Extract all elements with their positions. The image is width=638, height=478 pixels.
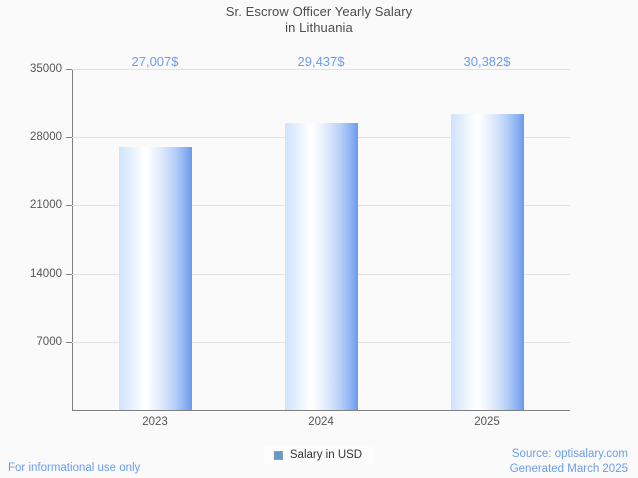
y-axis-tick <box>66 137 72 139</box>
x-axis-tick-label: 2025 <box>474 416 500 428</box>
y-axis-tick <box>66 69 72 70</box>
y-axis-tick-label: 28000 <box>30 131 62 144</box>
bar-value-label: 29,437$ <box>297 54 345 69</box>
y-axis-tick <box>66 341 72 343</box>
source-block: Source: optisalary.com Generated March 2… <box>510 447 628 477</box>
bar-value-label: 30,382$ <box>463 54 511 69</box>
chart-title-line-2: in Lithuania <box>285 20 353 35</box>
x-axis-tick-label: 2024 <box>308 416 334 428</box>
source-text: Source: optisalary.com <box>511 448 628 460</box>
bar[interactable] <box>450 113 524 410</box>
y-axis-tick <box>66 273 72 275</box>
disclaimer-text: For informational use only <box>8 462 141 474</box>
y-axis-tick-label: 14000 <box>30 267 62 280</box>
chart-title: Sr. Escrow Officer Yearly Salary in Lith… <box>0 4 638 36</box>
y-axis-line <box>72 69 73 411</box>
plot-area <box>66 69 570 410</box>
square-marker-icon <box>273 450 283 460</box>
legend-item-label: Salary in USD <box>289 449 363 461</box>
y-axis-tick <box>66 205 72 207</box>
y-axis-tick-label: 21000 <box>30 199 62 212</box>
bar[interactable] <box>118 146 192 410</box>
y-axis-tick-label: 7000 <box>36 335 62 348</box>
gridline <box>72 69 570 70</box>
x-axis-tick-label: 2023 <box>142 416 168 428</box>
bar-value-label: 27,007$ <box>131 54 179 69</box>
y-axis-tick-label: 35000 <box>30 63 62 75</box>
chart-title-line-1: Sr. Escrow Officer Yearly Salary <box>225 4 413 19</box>
chart-legend[interactable]: Salary in USD <box>263 446 375 465</box>
generated-text: Generated March 2025 <box>509 463 628 475</box>
x-axis-line <box>72 410 570 411</box>
bar[interactable] <box>284 123 358 410</box>
